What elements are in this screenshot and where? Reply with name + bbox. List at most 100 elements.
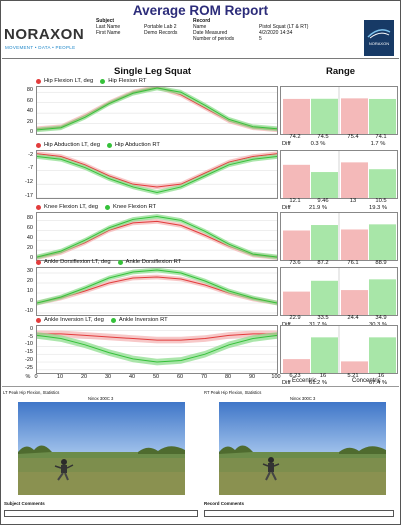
y-tick-label: -20: [25, 357, 33, 364]
diff-concentric: 1.7 %: [370, 141, 386, 147]
left-photo-caption: LT Peak Hip Flexion, Statistics: [3, 390, 60, 395]
y-tick-label: -2: [28, 151, 33, 158]
range-bar: [283, 230, 310, 260]
badge-swoosh-icon: [367, 29, 391, 39]
range-bar: [341, 162, 368, 198]
range-value-rt-concentric: 88.9: [375, 260, 387, 266]
legend-left-dot-icon: [36, 259, 41, 265]
logo-text: NORAXON: [4, 26, 85, 43]
right-sd-band: [37, 332, 277, 366]
range-bar: [341, 98, 368, 134]
y-tick-label: 80: [26, 215, 33, 222]
first-name-label: First Name: [96, 30, 121, 36]
header-divider: [2, 58, 399, 59]
range-value-lt-concentric: 75.4: [347, 134, 359, 140]
range-value-rt-eccentric: 33.5: [317, 315, 329, 321]
right-sd-band: [37, 267, 277, 306]
rom-chart: [36, 212, 278, 261]
diff-eccentric: 61.2 %: [308, 380, 328, 386]
diff-eccentric: 0.3 %: [310, 141, 326, 147]
chart-legend: Hip Flexion LT, deg Hip Flexion RT: [36, 78, 150, 84]
left-video-frame[interactable]: [18, 402, 185, 495]
diff-concentric: 19.3 %: [368, 205, 388, 211]
x-tick-label: 90: [248, 374, 256, 380]
right-mean-line: [36, 215, 278, 258]
legend-series-label: Hip Abduction RT: [114, 142, 160, 148]
range-bar: [341, 361, 368, 373]
range-panel: [280, 86, 398, 135]
subject-info: Subject Last Name Portable Lab 2 First Na…: [96, 18, 177, 36]
right-photo-caption: RT Peak Hip Flexion, Statistics: [204, 390, 262, 395]
left-sd-band: [37, 219, 277, 260]
y-tick-label: 40: [26, 235, 33, 242]
eccentric-label: Eccentric: [292, 378, 317, 384]
report-title: Average ROM Report: [132, 3, 269, 18]
range-bar: [311, 337, 338, 373]
subject-heading: Subject: [96, 18, 115, 24]
y-tick-label: 0: [29, 255, 33, 261]
noraxon-logo: NORAXON: [4, 26, 84, 43]
y-tick-label: 20: [26, 245, 33, 252]
logo-tagline: MOVEMENT • DATA • PEOPLE: [5, 45, 76, 50]
range-value-lt-eccentric: 6.23: [289, 373, 301, 379]
y-tick-label: -10: [25, 308, 33, 314]
range-bars-svg: [283, 326, 396, 373]
range-value-rt-concentric: 74.1: [375, 134, 387, 140]
chart-legend: Knee Flexion LT, deg Knee Flexion RT: [36, 204, 160, 210]
range-value-lt-eccentric: 73.6: [289, 260, 301, 266]
rom-chart: [36, 267, 278, 316]
record-name-label: Name: [193, 24, 207, 30]
subject-comments-field[interactable]: [4, 510, 198, 517]
legend-series-label: Ankle Dorsiflexion LT, deg: [44, 259, 111, 265]
right-mean-line: [36, 156, 278, 193]
legend-series-label: Ankle Inversion LT, deg: [44, 317, 104, 323]
badge-text: NORAXON: [368, 41, 390, 46]
range-bar: [369, 279, 396, 315]
legend-series-label: Hip Abduction LT, deg: [44, 142, 100, 148]
left-scene-image: [18, 402, 185, 495]
y-tick-label: 0: [29, 129, 33, 135]
x-tick-label: 10: [56, 374, 64, 380]
range-bar: [311, 172, 338, 198]
right-scene-image: [219, 402, 386, 495]
legend-left-dot-icon: [36, 317, 41, 323]
y-tick-label: -25: [25, 364, 33, 371]
range-value-rt-concentric: 16: [377, 373, 385, 379]
y-tick-label: 40: [26, 108, 33, 115]
y-tick-label: 20: [26, 118, 33, 125]
range-value-rt-eccentric: 16: [319, 373, 327, 379]
legend-left-dot-icon: [36, 142, 41, 148]
range-value-rt-eccentric: 74.5: [317, 134, 329, 140]
right-video-frame[interactable]: [219, 402, 386, 495]
x-tick-label: %: [25, 374, 31, 380]
x-tick-label: 60: [176, 374, 184, 380]
range-value-lt-concentric: 13: [349, 198, 357, 204]
chart-legend: Ankle Inversion LT, deg Ankle Inversion R…: [36, 317, 172, 323]
range-bar: [341, 290, 368, 315]
range-value-lt-eccentric: 74.2: [289, 134, 301, 140]
range-value-rt-concentric: 10.5: [375, 198, 387, 204]
rom-chart-svg: [36, 267, 278, 314]
right-mean-line: [36, 87, 278, 131]
chart-legend: Hip Abduction LT, deg Hip Abduction RT: [36, 142, 164, 148]
rom-chart-svg: [36, 214, 278, 261]
range-value-rt-eccentric: 9.46: [317, 198, 329, 204]
record-info: Record Name Pistol Squat (LT & RT) Date M…: [193, 18, 308, 42]
rom-chart: [36, 150, 278, 199]
range-bars-svg: [283, 87, 396, 134]
range-panel: [280, 267, 398, 316]
range-bars-svg: [283, 151, 396, 198]
legend-series-label: Hip Flexion LT, deg: [44, 78, 94, 84]
rom-chart-svg: [36, 330, 278, 371]
left-mean-line: [37, 333, 277, 341]
right-section-title: Range: [326, 66, 356, 77]
range-bar: [369, 224, 396, 260]
x-tick-label: 0: [34, 374, 38, 380]
y-tick-label: -7: [28, 165, 33, 172]
record-comments-field[interactable]: [204, 510, 394, 517]
range-bar: [369, 169, 396, 198]
range-value-lt-concentric: 76.1: [347, 260, 359, 266]
diff-concentric: 67.4 %: [368, 380, 388, 386]
left-section-title: Single Leg Squat: [114, 66, 192, 77]
legend-left-dot-icon: [36, 204, 41, 210]
